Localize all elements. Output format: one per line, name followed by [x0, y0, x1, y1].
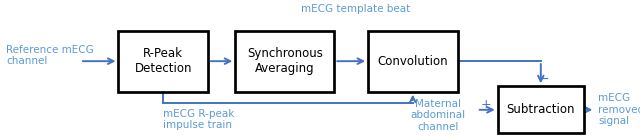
Text: Synchronous
Averaging: Synchronous Averaging: [247, 47, 323, 75]
Bar: [236, 31, 334, 92]
Text: mECG template beat: mECG template beat: [301, 4, 410, 14]
Text: +: +: [481, 98, 492, 111]
Text: Subtraction: Subtraction: [506, 103, 575, 116]
Bar: [368, 31, 458, 92]
Text: Reference mECG
channel: Reference mECG channel: [6, 45, 94, 66]
Text: Convolution: Convolution: [378, 55, 448, 68]
Text: Maternal
abdominal
channel: Maternal abdominal channel: [411, 99, 466, 132]
Text: mECG
removed
signal: mECG removed signal: [598, 93, 640, 126]
Text: R-Peak
Detection: R-Peak Detection: [134, 47, 192, 75]
Bar: [118, 31, 208, 92]
Bar: [498, 86, 584, 133]
Text: mECG R-peak
impulse train: mECG R-peak impulse train: [163, 109, 235, 130]
Text: −: −: [539, 73, 549, 86]
